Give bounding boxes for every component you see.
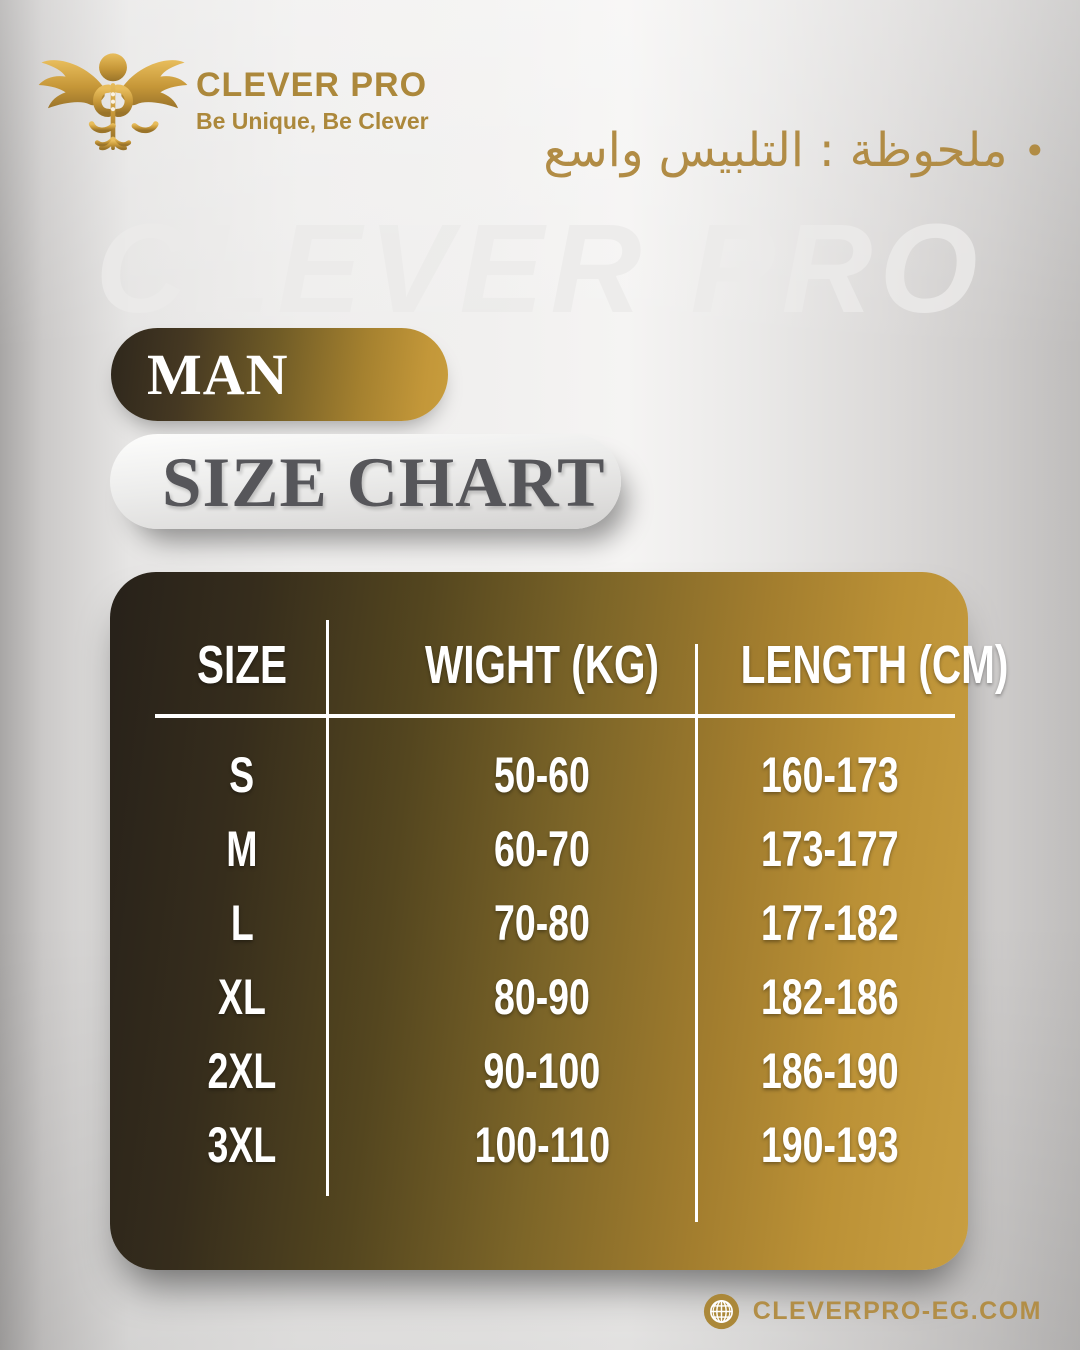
- cell-size: M: [226, 821, 258, 877]
- fit-note: • ملحوظة : التلبيس واسع: [543, 123, 1046, 178]
- column-header-size: SIZE: [196, 635, 288, 695]
- watermark-text: CLEVER PRO: [95, 198, 985, 339]
- category-badge: MAN: [111, 328, 448, 421]
- cell-length: 177-182: [761, 895, 899, 951]
- brand-tagline: Be Unique, Be Clever: [196, 108, 429, 134]
- column-divider: [695, 644, 698, 1222]
- brand-name: CLEVER PRO: [196, 66, 428, 104]
- website-url: CLEVERPRO-EG.COM: [752, 1297, 1042, 1325]
- bullet-icon: •: [1023, 129, 1046, 174]
- cell-length: 186-190: [761, 1043, 899, 1099]
- caduceus-wings-logo-icon: [38, 53, 188, 151]
- cell-size: S: [229, 747, 255, 803]
- cell-size: 2XL: [207, 1043, 277, 1099]
- column-header-weight: WIGHT (KG): [425, 635, 659, 695]
- cell-weight: 90-100: [483, 1043, 601, 1099]
- header-divider: [155, 714, 955, 718]
- cell-length: 190-193: [761, 1117, 899, 1173]
- cell-length: 160-173: [761, 747, 899, 803]
- cell-length: 173-177: [761, 821, 899, 877]
- cell-weight: 80-90: [494, 969, 590, 1025]
- cell-length: 182-186: [761, 969, 899, 1025]
- cell-weight: 50-60: [494, 747, 590, 803]
- column-header-length: LENGTH (CM): [740, 635, 1009, 695]
- website-link: CLEVERPRO-EG.COM: [703, 1293, 1042, 1330]
- category-badge-label: MAN: [147, 342, 289, 407]
- size-table: SIZE WIGHT (KG) LENGTH (CM) S 50-60 160-…: [110, 572, 1009, 1270]
- cell-size: XL: [218, 969, 266, 1025]
- page-title: SIZE CHART: [162, 444, 606, 522]
- globe-icon: [703, 1293, 739, 1330]
- cell-weight: 100-110: [474, 1117, 610, 1173]
- column-divider: [326, 620, 329, 1196]
- cell-size: L: [230, 895, 254, 951]
- title-badge: SIZE CHART: [110, 434, 621, 529]
- cell-weight: 60-70: [494, 821, 590, 877]
- cell-weight: 70-80: [494, 895, 590, 951]
- cell-size: 3XL: [207, 1117, 277, 1173]
- fit-note-text: ملحوظة : التلبيس واسع: [543, 123, 1008, 178]
